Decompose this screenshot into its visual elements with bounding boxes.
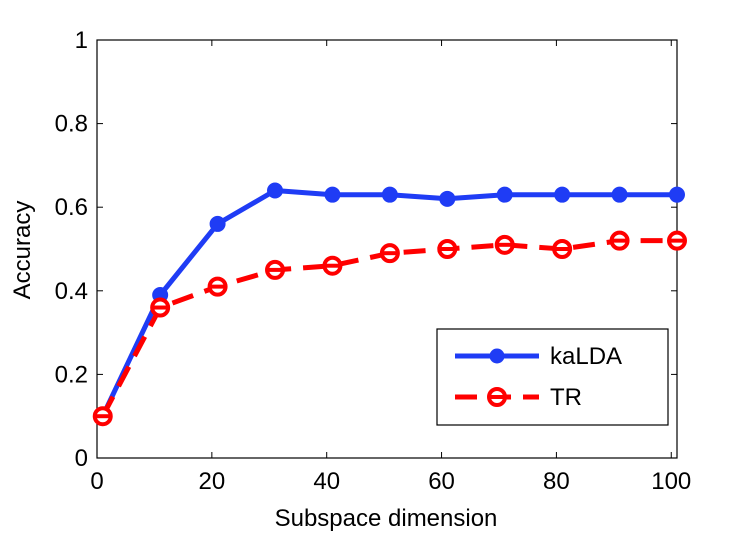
y-tick-label: 0.4 xyxy=(55,278,88,305)
x-tick-label: 100 xyxy=(651,468,691,495)
y-tick-label: 0.6 xyxy=(55,194,88,221)
data-point xyxy=(381,186,398,203)
data-point xyxy=(324,186,341,203)
x-tick-label: 0 xyxy=(90,468,103,495)
x-tick-label: 20 xyxy=(198,468,225,495)
x-axis-label: Subspace dimension xyxy=(275,505,498,532)
y-tick-label: 0 xyxy=(75,445,88,472)
data-point xyxy=(439,190,456,207)
legend: kaLDA TR xyxy=(436,328,669,426)
data-point xyxy=(267,182,284,199)
legend-label-tr: TR xyxy=(550,384,582,411)
y-tick-label: 1 xyxy=(75,27,88,54)
legend-marker xyxy=(489,348,505,364)
legend-label-kalda: kaLDA xyxy=(550,343,622,370)
data-point xyxy=(496,186,513,203)
data-point xyxy=(554,186,571,203)
y-tick-label: 0.8 xyxy=(55,111,88,138)
x-tick-label: 80 xyxy=(543,468,570,495)
data-point xyxy=(611,186,628,203)
series-layer xyxy=(92,182,687,427)
data-point xyxy=(669,186,685,203)
data-point xyxy=(209,215,226,232)
legend-box xyxy=(436,328,669,426)
series-tr xyxy=(92,230,687,427)
x-tick-label: 40 xyxy=(313,468,340,495)
x-tick-label: 60 xyxy=(428,468,455,495)
plot-area: 0 20 40 60 80 100 0 0.2 0.4 0.6 0.8 1 xyxy=(55,27,692,495)
y-axis-label: Accuracy xyxy=(9,201,36,300)
y-tick-label: 0.2 xyxy=(55,361,88,388)
